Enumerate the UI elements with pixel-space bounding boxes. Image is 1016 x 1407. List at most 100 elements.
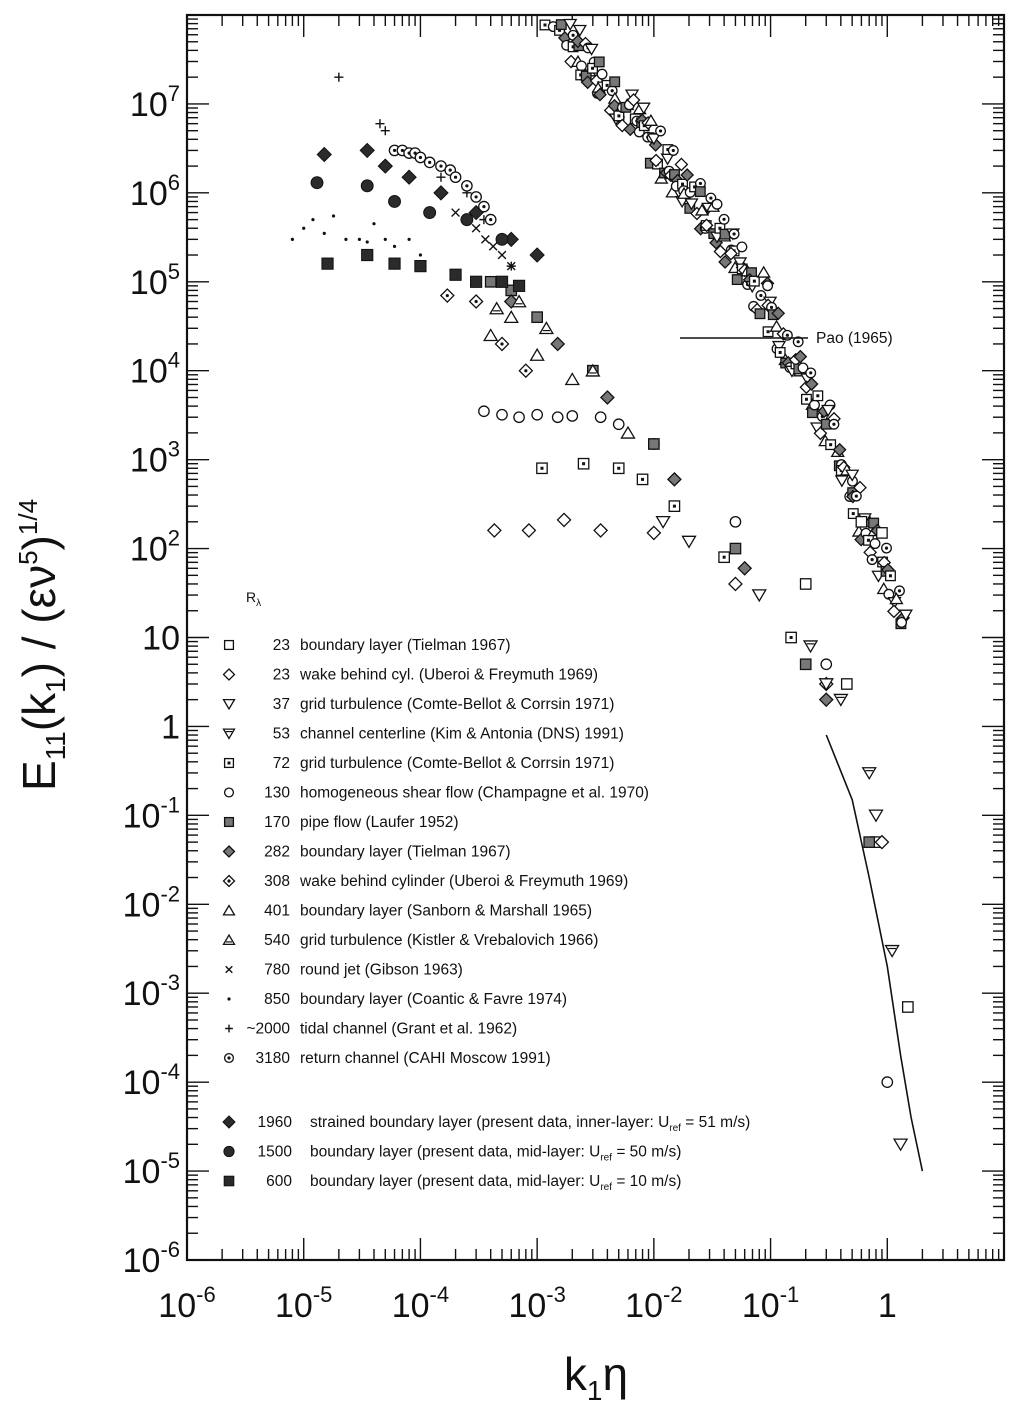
marker-diamond-dotted <box>494 336 510 352</box>
square-dot <box>766 330 770 334</box>
diamond-dot <box>500 342 504 346</box>
circle-shape <box>513 411 525 424</box>
marker-dot <box>311 218 315 222</box>
triangle-shape <box>665 185 680 198</box>
square-shape <box>840 678 853 690</box>
triangle-shape <box>222 698 236 711</box>
y-tick-exponent: 5 <box>168 259 180 284</box>
marker-dot <box>383 237 387 241</box>
marker-circle-open <box>596 68 608 80</box>
marker-square-filled <box>321 257 334 270</box>
circle-shape <box>881 1076 894 1088</box>
marker-circle-open <box>575 60 587 72</box>
circle-dot-center <box>465 184 469 188</box>
y-axis-title: E11(k1) / (εν5)1/4 <box>13 499 71 791</box>
legend-label-tail: = 51 m/s) <box>681 1114 750 1131</box>
x-tick-exponent: -2 <box>663 1282 683 1307</box>
triangle-shape <box>756 265 771 278</box>
marker-circle-filled <box>495 232 509 246</box>
marker-diamond-dotted <box>468 294 484 309</box>
legend-label: tidal channel (Grant et al. 1962) <box>300 1021 517 1038</box>
circle-shape <box>566 410 579 422</box>
x-tick-exponent: -4 <box>430 1282 450 1307</box>
triangle-shape <box>681 535 697 549</box>
square-dot <box>851 512 855 516</box>
marker-diamond-dotted <box>222 874 236 888</box>
x-tick-label: 10-3 <box>508 1282 565 1325</box>
marker-triangle-down-open <box>681 535 697 549</box>
x-axis-title: k1η <box>564 1348 628 1406</box>
triangle-shape <box>563 18 578 31</box>
circle-dot-center <box>897 589 902 593</box>
legend-label: pipe flow (Laufer 1952) <box>300 814 459 831</box>
square-dot <box>617 466 621 470</box>
marker-circle-dot <box>449 171 462 184</box>
legend-label: grid turbulence (Kistler & Vrebalovich 1… <box>300 932 598 949</box>
marker-triangle-up-open <box>643 113 659 126</box>
square-dot <box>543 23 547 27</box>
marker-square-filled <box>470 275 483 288</box>
circle-dot-center <box>474 195 478 199</box>
legend-re-value: 282 <box>264 844 290 861</box>
legend-label-tail: = 50 m/s) <box>612 1144 681 1161</box>
triangle-shape <box>898 609 913 622</box>
y-tick-exponent: -6 <box>160 1237 180 1262</box>
triangle-shape <box>643 113 659 126</box>
triangle-shape <box>769 319 784 332</box>
square-dot <box>816 394 820 398</box>
y-tick-base: 10 <box>130 86 168 124</box>
marker-triangle-down-open <box>646 133 661 146</box>
marker-square-hatched <box>531 311 543 324</box>
x-tick-base: 10 <box>508 1287 546 1325</box>
diamond-dot <box>524 369 528 373</box>
circle-dot-center <box>489 218 493 222</box>
marker-circle-open <box>797 362 809 374</box>
marker-triangle-up-open <box>769 319 784 332</box>
circle-dot-center <box>884 546 889 550</box>
axis-tick-labels: 10-6 10-5 10-4 10-3 10-2 10-1 1107106105104103… <box>123 81 897 1325</box>
marker-triangle-up-open <box>889 592 904 605</box>
marker-circle-dot <box>414 151 427 164</box>
plus-shape <box>506 261 516 271</box>
marker-diamond-filled <box>377 158 394 174</box>
marker-triangle-up-open <box>756 265 771 278</box>
y-tick-label: 10-2 <box>123 881 180 924</box>
marker-circle-open <box>729 515 742 528</box>
legend-label-main: strained boundary layer (present data, i… <box>310 1114 669 1131</box>
circle-dot-center <box>732 232 736 236</box>
square-shape <box>694 186 706 198</box>
marker-triangle-up-lined <box>511 294 527 308</box>
x-tick-base: 1 <box>878 1287 897 1325</box>
square-dot <box>752 279 756 283</box>
circle-dot-center <box>428 160 432 165</box>
triangle-shape <box>802 640 819 654</box>
marker-circle-filled <box>423 206 437 220</box>
marker-plus <box>506 261 516 271</box>
marker-triangle-up-open <box>503 310 519 324</box>
x-tick-label: 10-2 <box>625 1282 682 1325</box>
marker-square-dotted <box>223 757 235 769</box>
triangle-shape <box>655 515 671 529</box>
diamond-shape <box>593 523 609 538</box>
marker-plus <box>225 1024 233 1033</box>
diamond-shape <box>793 349 808 364</box>
circle-shape <box>594 411 607 424</box>
x-tick-label: 1 <box>878 1287 897 1325</box>
marker-square-hatched <box>484 275 497 288</box>
square-dot <box>579 73 583 77</box>
circle-shape <box>797 362 809 374</box>
legend-label: channel centerline (Kim & Antonia (DNS) … <box>300 726 624 743</box>
dot-shape <box>302 226 306 230</box>
marker-square-open <box>799 578 812 590</box>
marker-diamond-filled <box>433 185 449 201</box>
marker-diamond-hatched <box>222 845 236 858</box>
legend-label: wake behind cyl. (Uberoi & Freymuth 1969… <box>299 667 598 684</box>
circle-shape <box>869 538 881 550</box>
square-shape <box>901 1001 914 1013</box>
x-tick-base: 10 <box>392 1287 430 1325</box>
triangle-shape <box>861 767 877 781</box>
legend-re-value: 600 <box>266 1173 292 1190</box>
x-tick-base: 10 <box>275 1287 313 1325</box>
square-dot <box>540 466 544 470</box>
marker-square-hatched <box>609 76 621 88</box>
